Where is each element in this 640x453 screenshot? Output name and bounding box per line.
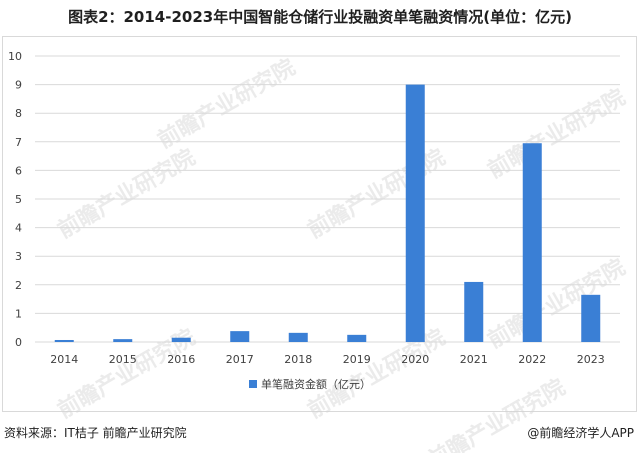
y-tick-label: 5	[15, 193, 22, 206]
bar-2015	[113, 339, 133, 342]
y-tick-label: 1	[15, 307, 22, 320]
y-tick-label: 4	[15, 222, 22, 235]
watermark-text: 前瞻产业研究院	[483, 84, 629, 184]
watermark-text: 前瞻产业研究院	[153, 54, 299, 154]
watermark-text: 前瞻产业研究院	[483, 254, 629, 354]
y-axis-tick-labels: 0 1 2 3 4 5 6 7 8 9 10	[8, 50, 22, 349]
gridlines	[35, 55, 620, 343]
x-tick-label: 2016	[167, 353, 195, 366]
chart-frame	[2, 36, 637, 412]
bar-2023	[581, 294, 601, 342]
watermark-text: 前瞻产业研究院	[423, 374, 569, 453]
bar-series	[54, 84, 601, 342]
y-tick-label: 6	[15, 164, 22, 177]
y-tick-label: 7	[15, 136, 22, 149]
watermark-text: 前瞻产业研究院	[303, 324, 449, 424]
x-tick-label: 2023	[577, 353, 605, 366]
source-note: 资料来源：IT桔子 前瞻产业研究院	[4, 426, 187, 440]
x-tick-label: 2021	[460, 353, 488, 366]
watermark-text: 前瞻产业研究院	[303, 144, 449, 244]
y-tick-label: 0	[15, 336, 22, 349]
bar-2020	[405, 84, 425, 342]
x-tick-label: 2018	[284, 353, 312, 366]
y-tick-label: 10	[8, 50, 22, 63]
x-tick-label: 2014	[50, 353, 78, 366]
x-tick-label: 2020	[401, 353, 429, 366]
credit-note: @前瞻经济学人APP	[527, 426, 634, 440]
y-tick-label: 2	[15, 279, 22, 292]
watermark-text: 前瞻产业研究院	[53, 144, 199, 244]
bar-2018	[288, 332, 308, 342]
x-axis-tick-labels: 2014 2015 2016 2017 2018 2019 2020 2021 2022 2023	[50, 353, 605, 366]
bar-2022	[522, 143, 542, 342]
x-tick-label: 2015	[109, 353, 137, 366]
legend: 单笔融资金额（亿元）	[249, 377, 371, 391]
bar-2021	[464, 281, 484, 342]
bar-2016	[171, 337, 191, 342]
bar-2019	[347, 334, 367, 342]
bar-2014	[54, 339, 74, 342]
y-tick-label: 8	[15, 107, 22, 120]
x-tick-label: 2019	[343, 353, 371, 366]
y-tick-label: 3	[15, 250, 22, 263]
x-tick-label: 2022	[518, 353, 546, 366]
chart-title: 图表2：2014-2023年中国智能仓储行业投融资单笔融资情况(单位：亿元)	[68, 8, 572, 26]
x-tick-label: 2017	[226, 353, 254, 366]
legend-label: 单笔融资金额（亿元）	[261, 377, 371, 391]
y-tick-label: 9	[15, 79, 22, 92]
bar-2017	[230, 331, 250, 342]
legend-swatch	[249, 380, 257, 388]
